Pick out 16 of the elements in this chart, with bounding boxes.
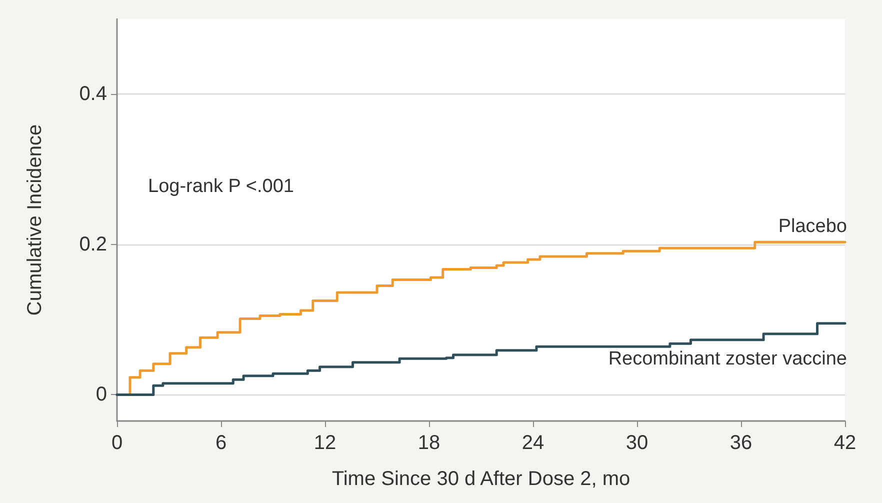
x-tick-label: 0 bbox=[111, 432, 123, 454]
y-tick-label: 0 bbox=[96, 384, 107, 406]
y-axis-title: Cumulative Incidence bbox=[24, 124, 46, 316]
x-tick-label: 24 bbox=[522, 432, 544, 454]
y-tick-label: 0.2 bbox=[79, 233, 107, 256]
x-axis-title: Time Since 30 d After Dose 2, mo bbox=[332, 468, 630, 490]
y-tick-label: 0.4 bbox=[79, 83, 107, 106]
series-label: Recombinant zoster vaccine bbox=[608, 348, 847, 370]
x-tick-label: 36 bbox=[730, 432, 752, 454]
x-tick-label: 12 bbox=[314, 432, 336, 454]
series-label: Placebo bbox=[778, 216, 847, 238]
x-tick-label: 30 bbox=[626, 432, 648, 454]
annotation: Log-rank P <.001 bbox=[148, 176, 294, 197]
x-tick-label: 42 bbox=[834, 432, 856, 454]
x-tick-label: 6 bbox=[215, 432, 227, 454]
x-tick-label: 18 bbox=[418, 432, 440, 454]
